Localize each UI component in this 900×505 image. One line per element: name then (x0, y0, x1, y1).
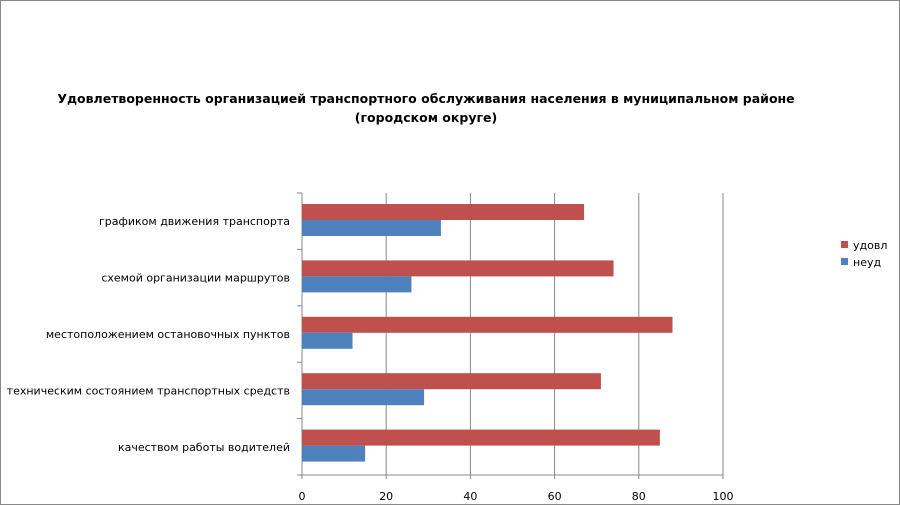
bar-удовл (302, 429, 660, 446)
x-tick-label: 80 (632, 490, 646, 503)
chart-title-line1: Удовлетворенность организацией транспорт… (57, 91, 795, 106)
x-tick-label: 60 (548, 490, 562, 503)
x-tick-label: 40 (463, 490, 477, 503)
chart-title-line2: (городском округе) (354, 110, 498, 125)
x-tick-label: 20 (379, 490, 393, 503)
legend-label: неуд (853, 256, 881, 269)
bar-неуд (302, 445, 366, 462)
legend-swatch (841, 241, 848, 248)
bar-неуд (302, 276, 412, 293)
x-tick-label: 100 (713, 490, 734, 503)
legend-swatch (841, 258, 848, 265)
bar-неуд (302, 220, 441, 236)
x-tick-label: 0 (299, 490, 306, 503)
bar-удовл (302, 316, 673, 333)
bar-удовл (302, 373, 601, 390)
category-label: качеством работы водителей (118, 441, 290, 454)
category-label: техническим состоянием транспортных сред… (7, 384, 290, 397)
category-label: графиком движения транспорта (99, 215, 290, 228)
category-label: местоположением остановочных пунктов (46, 328, 290, 341)
legend-label: удовл (853, 239, 887, 252)
bar-удовл (302, 204, 585, 220)
category-label: схемой организации маршрутов (101, 272, 290, 285)
bar-удовл (302, 260, 614, 277)
bar-неуд (302, 389, 425, 406)
bar-неуд (302, 332, 353, 349)
